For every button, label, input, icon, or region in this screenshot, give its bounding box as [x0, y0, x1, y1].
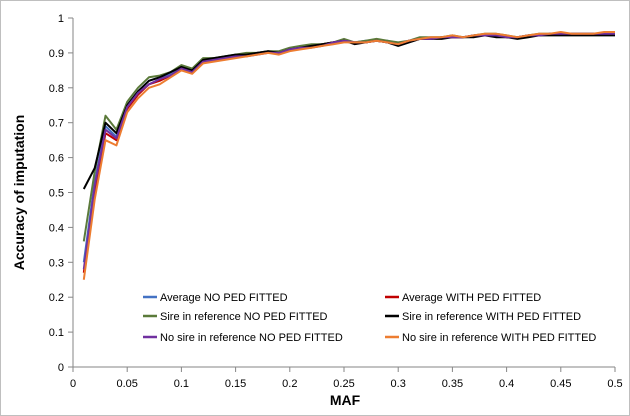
x-tick-label: 0.1	[174, 378, 189, 390]
x-tick-label: 0.45	[550, 378, 571, 390]
x-tick-label: 0.25	[333, 378, 354, 390]
x-tick-label: 0.35	[442, 378, 463, 390]
legend-label: No sire in reference WITH PED FITTED	[402, 332, 596, 344]
y-tick-labels: 0 0.1 0.2 0.3 0.4 0.5 0.6 0.7 0.8 0.9 1	[49, 13, 64, 374]
y-tick-label: 0.7	[49, 118, 64, 130]
y-tick-label: 0.8	[49, 83, 64, 95]
x-axis-title: MAF	[330, 392, 361, 408]
y-tick-label: 0.2	[49, 292, 64, 304]
series-line-5	[82, 32, 615, 270]
y-tick-label: 0.5	[49, 188, 64, 200]
legend-label: No sire in reference NO PED FITTED	[160, 332, 343, 344]
series-line-6	[82, 31, 615, 280]
x-tick-label: 0.2	[282, 378, 297, 390]
x-tick-label: 0.05	[116, 378, 137, 390]
y-tick-label: 0.9	[49, 48, 64, 60]
legend-label: Average NO PED FITTED	[160, 292, 288, 304]
y-tick-label: 0.6	[49, 153, 64, 165]
x-tick-labels: 0 0.05 0.1 0.15 0.2 0.25 0.3 0.35 0.4 0.45 0.5	[70, 378, 623, 390]
series-line-3	[82, 32, 615, 242]
x-tick-label: 0	[70, 378, 76, 390]
y-tick-label: 0.1	[49, 327, 64, 339]
series-lines	[82, 31, 615, 280]
x-tick-label: 0.15	[225, 378, 246, 390]
y-tick-label: 1	[58, 13, 64, 25]
axes	[68, 17, 616, 372]
series-line-2	[82, 32, 615, 273]
y-axis-title: Accuracy of imputation	[11, 115, 27, 271]
y-tick-label: 0	[58, 362, 64, 374]
x-tick-label: 0.3	[391, 378, 406, 390]
y-tick-label: 0.3	[49, 257, 64, 269]
x-tick-label: 0.5	[607, 378, 622, 390]
series-line-1	[82, 32, 615, 263]
legend: Average NO PED FITTED Average WITH PED FI…	[143, 292, 596, 344]
series-line-4	[82, 34, 615, 190]
y-tick-label: 0.4	[49, 222, 64, 234]
legend-label: Sire in reference NO PED FITTED	[160, 311, 328, 323]
legend-label: Average WITH PED FITTED	[402, 292, 541, 304]
x-tick-label: 0.4	[499, 378, 514, 390]
legend-label: Sire in reference WITH PED FITTED	[402, 311, 581, 323]
